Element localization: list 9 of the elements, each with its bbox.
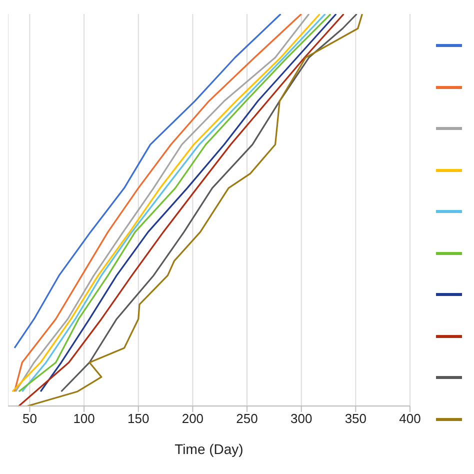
x-axis-title: Time (Day) (174, 441, 244, 457)
x-tick-label: 250 (236, 411, 258, 426)
x-tick-label: 100 (73, 411, 95, 426)
x-tick-label: 400 (399, 411, 421, 426)
x-tick-label: 200 (182, 411, 204, 426)
x-tick-label: 350 (344, 411, 367, 426)
x-tick-label: 50 (22, 411, 37, 426)
x-tick-label: 150 (128, 411, 150, 426)
x-tick-label: 300 (290, 411, 312, 426)
